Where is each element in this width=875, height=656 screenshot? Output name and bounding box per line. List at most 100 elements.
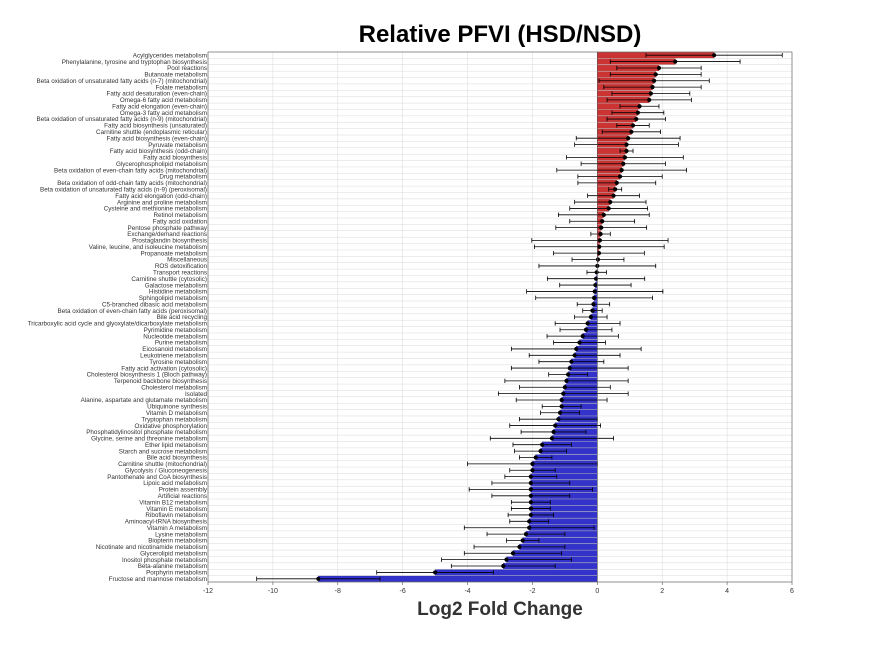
mean-dot [611,193,616,198]
mean-dot [528,500,533,505]
mean-dot [630,123,636,128]
mean-dot [504,557,509,562]
mean-markers [316,53,717,581]
mean-dot [510,551,516,556]
category-label: Beta oxidation of even-chain fatty acids… [54,167,207,174]
mean-dot [622,155,628,160]
category-labels: Acylglycerides metabolismPhenylalanine, … [28,52,208,583]
mean-dot [527,519,532,524]
category-label: Propanoate metabolism [140,250,207,257]
x-tick-label: 6 [790,588,794,595]
category-label: Beta oxidation of unsaturated fatty acid… [37,116,207,123]
category-label: Fatty acid desaturation (even-chain) [107,91,207,98]
category-label: Tyrosine metabolism [149,359,207,366]
category-label: Fatty acid elongation (odd-chain) [115,193,207,200]
category-label: Fatty acid biosynthesis (odd-chain) [110,148,207,155]
mean-dot [601,212,606,217]
mean-dot [569,359,574,364]
x-tick-label: -4 [464,588,470,595]
category-label: Vitamin E metabolism [146,506,207,513]
category-label: Glycerophospholipid metabolism [116,161,207,168]
mean-dot [619,168,624,173]
category-label: Pool reactions [167,65,207,72]
grid-lines [207,51,793,583]
category-label: Tryptophan metabolism [141,416,207,423]
category-label: Riboflavin metabolism [145,512,207,519]
mean-dot [614,180,619,186]
category-label: Transport reactions [153,270,207,277]
mean-dot [551,429,556,435]
category-label: Exchange/demand reactions [127,231,207,238]
mean-dot [530,468,535,473]
category-label: Inositol phosphate metabolism [122,557,207,564]
mean-dot [621,161,626,166]
mean-dot [593,282,598,288]
mean-dot [613,187,618,192]
category-label: Carnitine shuttle (cytosolic) [131,276,207,283]
category-label: Beta oxidation of even-chain fatty acids… [58,308,207,315]
mean-dot [561,391,566,396]
category-label: Fatty acid oxidation [153,218,208,225]
category-label: Bile acid recycling [157,314,208,321]
mean-dot [530,461,535,466]
category-label: Biopterin metabolism [148,538,207,545]
mean-dot [673,59,678,64]
category-label: Cholesterol biosynthesis 1 (Bloch pathwa… [87,372,207,379]
mean-dot [528,480,533,486]
x-tick-label: -6 [400,588,406,595]
mean-dot [557,410,563,415]
category-label: Retinol metabolism [153,212,207,219]
mean-dot [606,206,611,211]
category-label: Arginine and proline metabolism [117,199,207,206]
mean-dot [520,538,525,543]
x-tick-label: 0 [595,588,599,595]
category-label: Fatty acid activation (cytosolic) [121,365,207,372]
mean-dot [528,487,533,492]
category-label: ROS detoxification [155,263,208,270]
mean-dot [624,142,629,147]
mean-dot [591,302,596,307]
x-tick-label: -8 [335,588,341,595]
chart-title: Relative PFVI (HSD/NSD) [359,21,642,48]
mean-dot [553,423,558,428]
category-label: Omega-6 fatty acid metabolism [120,97,207,104]
category-label: Valine, leucine, and isoleucine metaboli… [89,244,207,251]
mean-dot [523,532,529,537]
mean-dot [549,436,555,441]
mean-dot [626,136,631,141]
category-label: Terpenoid backbone biosynthesis [114,378,207,385]
category-label: Leukotriene metabolism [140,353,207,360]
x-tick-label: 4 [725,588,729,595]
mean-dot [574,346,579,352]
x-tick-label: -12 [203,588,213,595]
category-label: Vitamin D metabolism [146,410,207,417]
category-label: Oxidative phosphorylation [135,423,208,430]
mean-dot [596,251,602,256]
category-label: Nucleotide metabolism [143,333,207,340]
x-tick-labels: -12 -10 -8 -6 -4 -2 0 2 4 6 [203,582,794,595]
category-label: Porphyrin metabolism [146,570,207,577]
mean-dot [583,327,589,332]
mean-dot [656,65,662,71]
mean-dot [580,334,585,339]
mean-dot [528,493,533,498]
category-label: Pentose phosphate pathway [128,225,208,232]
x-axis-label: Log2 Fold Change [417,599,583,620]
category-label: Drug metabolism [159,174,207,181]
mean-dot [599,225,604,230]
x-tick-label: -10 [268,588,278,595]
category-label: Alanine, aspartate and glutamate metabol… [81,397,207,404]
mean-dot [594,270,599,275]
category-label: Purine metabolism [155,340,207,347]
mean-dot [316,576,321,581]
category-label: Eicosanoid metabolism [142,346,207,353]
mean-dot [595,257,601,262]
mean-dot [647,97,652,102]
mean-dot [598,231,603,237]
mean-dot [556,417,561,422]
category-label: Ether lipid metabolism [145,442,207,449]
mean-dot [591,295,597,300]
category-label: Tricarboxylic acid cycle and glyoxylate/… [28,321,207,328]
mean-dot [517,544,522,549]
category-label: Carnitine shuttle (mitochondrial) [118,461,207,468]
